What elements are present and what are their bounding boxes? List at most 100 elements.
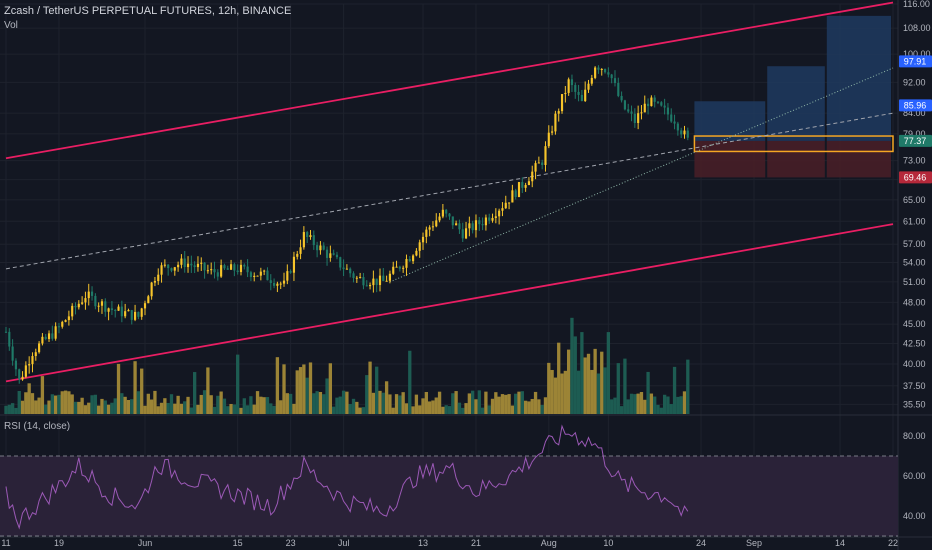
candle-body (660, 102, 663, 106)
volume-bar (236, 354, 240, 414)
channel-line[interactable] (5, 223, 894, 383)
volume-bar (166, 402, 170, 414)
position-tool[interactable] (693, 15, 894, 178)
volume-bar (580, 332, 584, 414)
candle-body (637, 113, 640, 124)
candle-body (613, 78, 617, 83)
volume-bar (659, 407, 663, 414)
candle-body (57, 326, 61, 328)
volume-bar (593, 348, 597, 414)
volume-bar (543, 397, 548, 414)
candle-body (130, 310, 133, 320)
price-tick-label: 92.00 (903, 77, 926, 87)
volume-bar (87, 402, 91, 414)
volume-bar (570, 317, 574, 414)
volume-bar (500, 394, 505, 414)
price-tick-label: 45.00 (903, 319, 926, 329)
candle-body (362, 277, 365, 286)
candle-body (607, 72, 610, 75)
target-zone[interactable] (694, 101, 766, 141)
candle-body (633, 113, 636, 124)
candle-body (521, 182, 524, 188)
candle-body (339, 257, 342, 268)
price-tick-label: 40.00 (903, 359, 926, 369)
volume-bar (533, 391, 538, 414)
stop-zone[interactable] (767, 140, 825, 178)
time-axis[interactable]: 11 19 Jun 15 23 Jul 13 21 Aug 10 24 Sep 14 22 (0, 536, 932, 548)
volume-bar (547, 362, 551, 414)
time-tick-label: 15 (233, 538, 243, 548)
candle-body (193, 265, 196, 268)
candle-body (296, 253, 299, 257)
candle-body (263, 270, 266, 272)
volume-bar (4, 405, 8, 414)
candle-body (623, 100, 626, 110)
candle-body (468, 223, 471, 229)
candle-body (81, 302, 84, 304)
volume-bar (480, 407, 485, 414)
candle-body (312, 235, 315, 246)
candle-body (107, 308, 110, 312)
candle-body (507, 202, 511, 204)
volume-bar (348, 404, 352, 414)
candle-body (603, 69, 607, 73)
volume-bar (219, 391, 223, 414)
candle-body (18, 369, 21, 380)
volume-bar (494, 392, 498, 414)
candle-body (587, 83, 590, 90)
time-tick-label: 11 (1, 538, 10, 548)
candle-body (392, 266, 395, 274)
volume-bar (186, 396, 190, 414)
channel-line[interactable] (5, 1, 894, 160)
candle-body (220, 265, 223, 277)
rsi-label: RSI (14, close) (4, 421, 71, 432)
volume-bar (305, 377, 309, 414)
candle-body (600, 69, 603, 71)
candle-body (643, 103, 646, 113)
volume-bar (590, 369, 594, 414)
candle-body (471, 223, 474, 231)
candle-body (28, 364, 31, 366)
dotted-trendline[interactable] (389, 67, 894, 283)
volume-bar (292, 403, 296, 414)
time-tick-label: 10 (603, 538, 613, 548)
candle-body (127, 310, 130, 312)
volume-bar (103, 400, 107, 414)
drawing-lines[interactable] (5, 1, 894, 383)
volume-bar (418, 405, 422, 414)
volume-bar (196, 404, 200, 414)
target-zone[interactable] (767, 66, 825, 141)
volume-bar (163, 398, 167, 414)
volume-bar (517, 391, 521, 414)
volume-label: Vol (4, 20, 18, 31)
candle-body (31, 356, 34, 365)
candle-body (574, 85, 577, 92)
volume-bar (560, 373, 564, 414)
candle-body (104, 301, 107, 312)
candle-body (620, 95, 623, 101)
candle-body (74, 305, 77, 308)
volume-bar (355, 401, 359, 414)
volume-bar (441, 406, 445, 414)
candle-body (408, 259, 411, 262)
candle-body (335, 254, 339, 258)
candle-body (464, 228, 468, 239)
volume-bar (629, 393, 634, 414)
candle-body (34, 352, 37, 357)
price-axis[interactable]: 35.50 37.50 40.00 42.50 45.00 48.00 51.00 54.00… (903, 0, 931, 521)
volume-bar (471, 390, 475, 414)
candle-body (524, 184, 527, 188)
target-zone[interactable] (826, 15, 891, 141)
volume-bar (279, 400, 283, 414)
entry-box[interactable] (693, 135, 894, 153)
candle-body (325, 249, 329, 258)
volume-bar (328, 363, 333, 414)
candle-body (534, 163, 537, 172)
stop-zone[interactable] (826, 140, 891, 178)
stop-zone[interactable] (694, 140, 766, 178)
dashed-midline[interactable] (5, 112, 894, 270)
price-tick-label: 100.00 (903, 49, 931, 59)
volume-bar (136, 391, 141, 414)
